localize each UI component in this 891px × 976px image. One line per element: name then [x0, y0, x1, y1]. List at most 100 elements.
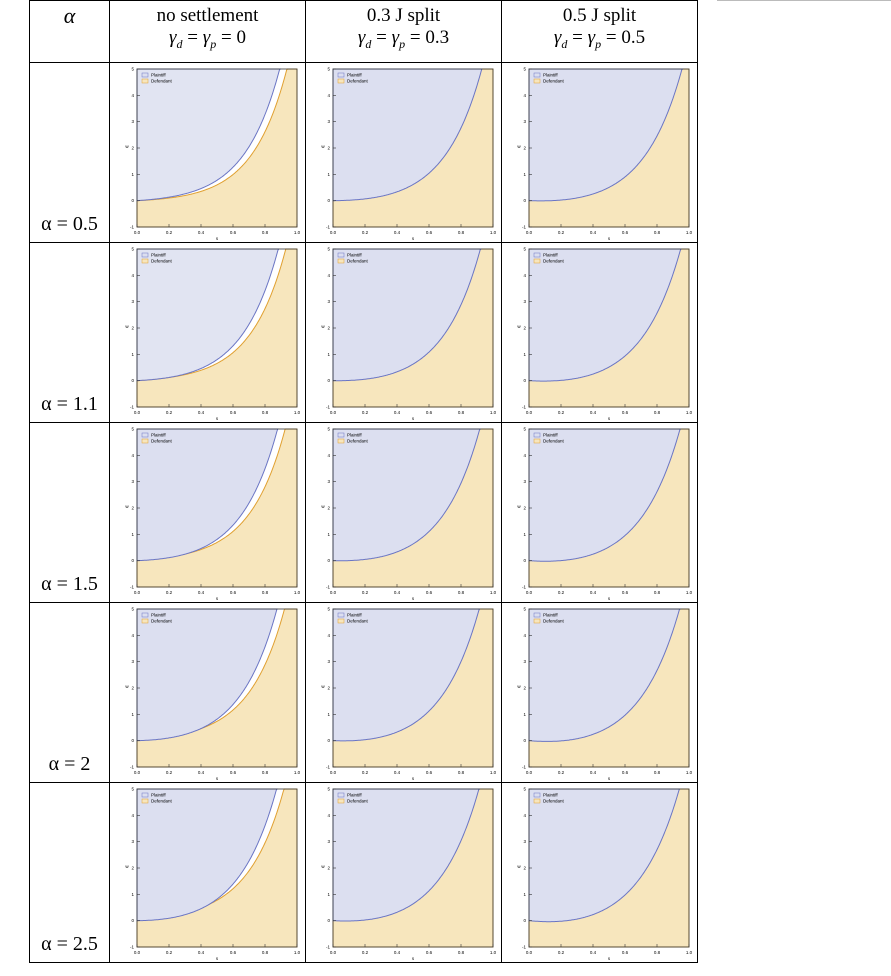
y-tick-label: -1 [325, 225, 329, 230]
x-tick-label: 1.0 [489, 410, 496, 415]
x-axis-label: s [607, 596, 610, 601]
region-plot: 0.0 0.2 0.4 0.6 0.8 1.0 -1 0 1 2 3 4 5 s w PlaintiffDef… [517, 607, 692, 782]
y-tick-label: 2 [523, 686, 526, 691]
y-axis-label: w [125, 324, 129, 329]
y-tick-label: -1 [129, 585, 133, 590]
region-plot: 0.0 0.2 0.4 0.6 0.8 1.0 -1 0 1 2 3 4 5 s w PlaintiffDef… [321, 607, 496, 782]
x-tick-label: 0.4 [393, 950, 400, 955]
region-plot: 0.0 0.2 0.4 0.6 0.8 1.0 -1 0 1 2 3 4 5 s w PlaintiffDef… [321, 67, 496, 242]
y-tick-label: 1 [523, 712, 526, 717]
y-tick-label: 0 [523, 198, 526, 203]
x-tick-label: 1.0 [489, 950, 496, 955]
legend-swatch-plaintiff [337, 72, 344, 78]
legend-swatch-defendant [141, 438, 148, 444]
legend-swatch-plaintiff [141, 792, 148, 798]
x-tick-label: 0.0 [133, 950, 140, 955]
legend-label-defendant: Defendant [543, 79, 565, 84]
plot-cell: 0.0 0.2 0.4 0.6 0.8 1.0 -1 0 1 2 3 4 5 s w Plaintiff Def… [305, 782, 502, 963]
y-axis-label: w [125, 144, 129, 149]
y-tick-label: 3 [327, 839, 330, 844]
x-tick-label: 1.0 [293, 590, 300, 595]
y-axis-label: w [517, 324, 521, 329]
page-rule [717, 0, 891, 1]
legend-swatch-plaintiff [533, 792, 540, 798]
region-plot: 0.0 0.2 0.4 0.6 0.8 1.0 -1 0 1 2 3 4 5 s w PlaintiffDef… [517, 427, 692, 602]
y-tick-label: 1 [327, 352, 330, 357]
region-plot: 0.0 0.2 0.4 0.6 0.8 1.0 -1 0 1 2 3 4 5 s w PlaintiffDef… [321, 427, 496, 602]
x-tick-label: 0.2 [361, 410, 368, 415]
x-tick-label: 0.4 [589, 950, 596, 955]
y-tick-label: 3 [131, 659, 134, 664]
y-tick-label: -1 [129, 945, 133, 950]
legend-swatch-plaintiff [337, 252, 344, 258]
x-tick-label: 0.6 [229, 590, 236, 595]
region-plot: 0.0 0.2 0.4 0.6 0.8 1.0 -1 0 1 2 3 4 5 s w PlaintiffDef… [517, 247, 692, 422]
x-tick-label: 0.8 [653, 950, 660, 955]
y-tick-label: 1 [131, 352, 134, 357]
region-plot: 0.0 0.2 0.4 0.6 0.8 1.0 -1 0 1 2 3 4 5 s w PlaintiffDef… [321, 247, 496, 422]
y-tick-label: -1 [325, 405, 329, 410]
y-tick-label: 1 [523, 532, 526, 537]
x-tick-label: 0.0 [525, 770, 532, 775]
y-axis-label: w [517, 864, 521, 869]
legend-swatch-defendant [337, 258, 344, 264]
y-axis-label: w [321, 324, 325, 329]
y-tick-label: 4 [523, 813, 526, 818]
x-axis-label: s [607, 416, 610, 421]
plaintiff-region [136, 248, 279, 382]
alpha-label-cell: α = 0.5 [29, 62, 110, 243]
x-tick-label: 0.6 [621, 950, 628, 955]
x-axis-label: s [411, 776, 414, 781]
x-tick-label: 0.4 [197, 770, 204, 775]
x-tick-label: 0.8 [261, 770, 268, 775]
y-tick-label: 3 [327, 299, 330, 304]
x-tick-label: 1.0 [489, 770, 496, 775]
y-tick-label: 2 [327, 146, 330, 151]
y-tick-label: 2 [523, 866, 526, 871]
alpha-label: α = 1.5 [41, 573, 98, 595]
y-tick-label: 5 [327, 787, 330, 792]
y-tick-label: 3 [523, 839, 526, 844]
x-tick-label: 0.8 [457, 770, 464, 775]
y-tick-label: 1 [523, 892, 526, 897]
x-tick-label: 0.6 [229, 410, 236, 415]
legend-swatch-plaintiff [141, 252, 148, 258]
legend-label-plaintiff: Plaintiff [543, 73, 558, 78]
plaintiff-region [136, 788, 278, 922]
y-tick-label: 1 [131, 892, 134, 897]
x-tick-label: 0.0 [329, 950, 336, 955]
x-tick-label: 0.8 [457, 410, 464, 415]
col-gamma-eq: γd = γp = 0.3 [357, 27, 450, 51]
y-tick-label: 1 [131, 172, 134, 177]
x-tick-label: 1.0 [685, 410, 692, 415]
x-tick-label: 0.2 [165, 230, 172, 235]
legend-label-plaintiff: Plaintiff [151, 613, 166, 618]
col-gamma-eq: γd = γp = 0.5 [553, 27, 646, 51]
col-header-05-split: 0.5 J split γd = γp = 0.5 [501, 0, 698, 63]
plaintiff-region [528, 428, 681, 562]
y-tick-label: 0 [523, 378, 526, 383]
x-tick-label: 0.8 [457, 950, 464, 955]
x-axis-label: s [411, 416, 414, 421]
legend-label-plaintiff: Plaintiff [543, 793, 558, 798]
x-tick-label: 0.8 [653, 410, 660, 415]
legend-label-defendant: Defendant [347, 79, 369, 84]
legend-label-defendant: Defendant [543, 259, 565, 264]
alpha-label-cell: α = 2 [29, 602, 110, 783]
x-tick-label: 0.4 [589, 770, 596, 775]
x-tick-label: 0.4 [393, 770, 400, 775]
y-tick-label: 5 [131, 787, 134, 792]
plot-cell: 0.0 0.2 0.4 0.6 0.8 1.0 -1 0 1 2 3 4 5 s w Plaintiff Def… [501, 602, 698, 783]
y-tick-label: -1 [129, 765, 133, 770]
y-tick-label: 2 [523, 326, 526, 331]
y-tick-label: 3 [523, 299, 526, 304]
x-tick-label: 0.6 [425, 950, 432, 955]
x-tick-label: 0.2 [165, 770, 172, 775]
plaintiff-region [332, 68, 482, 202]
y-tick-label: 0 [131, 738, 134, 743]
